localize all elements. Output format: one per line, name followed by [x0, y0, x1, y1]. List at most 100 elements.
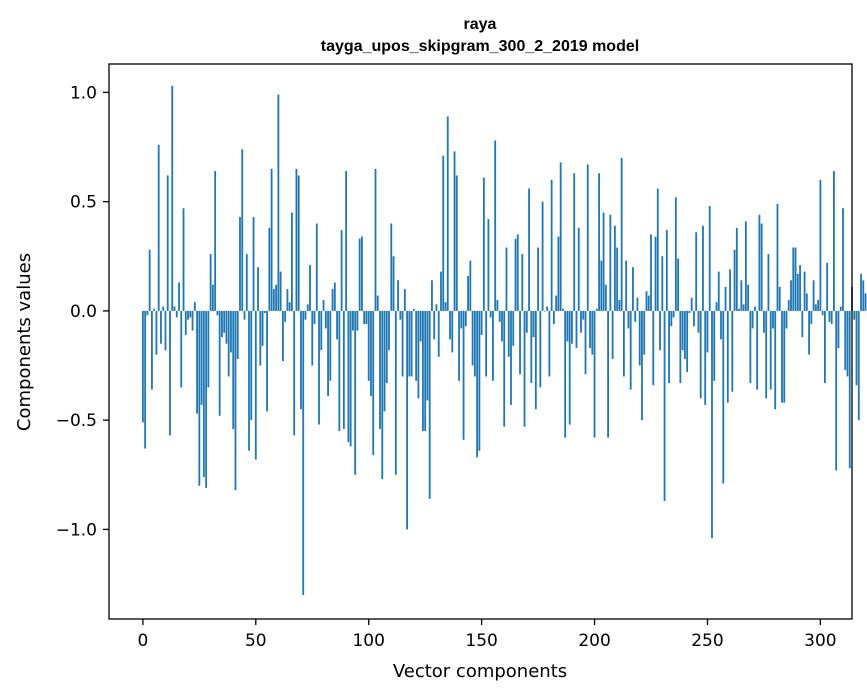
- x-tick-label: 150: [465, 631, 497, 651]
- bar: [311, 310, 314, 366]
- bar: [629, 310, 632, 390]
- bar: [412, 308, 415, 311]
- bar: [580, 310, 582, 333]
- bar: [449, 310, 451, 340]
- bar: [403, 289, 406, 311]
- bar: [406, 310, 409, 530]
- chart-title: raya: [464, 16, 497, 33]
- bar: [254, 310, 257, 460]
- bar: [385, 310, 388, 384]
- bar: [774, 310, 777, 410]
- bar: [758, 214, 761, 311]
- bar: [442, 155, 445, 311]
- bar: [417, 310, 420, 399]
- bar: [690, 297, 693, 311]
- y-tick-label: 0.0: [70, 302, 97, 322]
- bar: [663, 310, 666, 502]
- bar: [422, 310, 424, 432]
- bar: [584, 310, 587, 375]
- bar: [329, 310, 332, 381]
- bar: [760, 223, 763, 311]
- bar: [839, 306, 842, 311]
- bar: [812, 280, 815, 311]
- bar: [155, 310, 158, 355]
- bar: [575, 310, 578, 349]
- bar: [365, 310, 368, 325]
- bar: [846, 310, 849, 377]
- bar: [293, 310, 296, 436]
- bar: [772, 310, 774, 329]
- bar: [166, 175, 169, 311]
- bar: [431, 280, 433, 311]
- bar: [148, 249, 151, 311]
- bar: [223, 310, 226, 333]
- bar: [530, 310, 533, 384]
- bar: [656, 188, 659, 311]
- bar: [516, 234, 519, 311]
- bar: [602, 212, 605, 311]
- bar: [193, 302, 196, 311]
- bar: [250, 310, 253, 421]
- bar: [808, 310, 810, 355]
- bar: [464, 310, 467, 327]
- bar: [178, 282, 180, 311]
- bar: [444, 302, 447, 311]
- bar: [677, 258, 680, 311]
- y-axis-ticks: −1.0 −0.5 0.0 0.5 1.0: [56, 83, 109, 540]
- x-tick-label: 0: [137, 631, 148, 651]
- bar: [259, 310, 262, 366]
- x-tick-label: 250: [691, 631, 723, 651]
- bar: [702, 225, 704, 311]
- bar: [577, 227, 580, 311]
- bar: [611, 310, 614, 359]
- bar: [512, 310, 515, 346]
- bar: [778, 286, 781, 311]
- bar: [225, 310, 228, 344]
- bar: [288, 302, 291, 311]
- bar: [683, 310, 686, 359]
- bar: [534, 310, 537, 410]
- bar: [803, 271, 806, 311]
- y-tick-label: 0.5: [70, 193, 97, 213]
- bar: [284, 310, 287, 322]
- bar: [595, 308, 598, 311]
- bar: [309, 265, 311, 311]
- bar: [336, 310, 338, 340]
- bar: [787, 299, 790, 311]
- x-axis-ticks: 0 50 100 150 200 250 300: [137, 619, 837, 651]
- bar: [356, 310, 359, 331]
- bar: [268, 227, 271, 311]
- bar: [408, 310, 411, 377]
- bar: [340, 230, 343, 311]
- bar: [379, 310, 381, 429]
- bar: [160, 310, 162, 344]
- x-axis-label: Vector components: [393, 661, 567, 682]
- bar: [162, 306, 165, 311]
- bar: [645, 291, 648, 311]
- bar: [591, 310, 594, 355]
- bar: [711, 310, 713, 539]
- bar: [627, 310, 630, 329]
- bar: [218, 310, 221, 416]
- bar: [672, 310, 675, 318]
- bar: [844, 310, 847, 370]
- bar: [469, 260, 472, 311]
- bar: [424, 310, 427, 432]
- bar: [731, 310, 734, 392]
- bar: [327, 310, 329, 397]
- bar: [665, 230, 668, 311]
- bar: [855, 310, 858, 386]
- bar: [557, 236, 560, 311]
- bar: [144, 310, 147, 449]
- bar: [349, 310, 352, 447]
- bar: [679, 310, 682, 384]
- bar: [555, 295, 558, 311]
- bar: [848, 310, 851, 469]
- bar: [857, 310, 860, 421]
- bar: [211, 284, 214, 311]
- bar: [783, 310, 786, 403]
- bar: [740, 280, 743, 311]
- bar: [263, 310, 266, 314]
- bar: [485, 310, 488, 377]
- bar: [426, 310, 429, 401]
